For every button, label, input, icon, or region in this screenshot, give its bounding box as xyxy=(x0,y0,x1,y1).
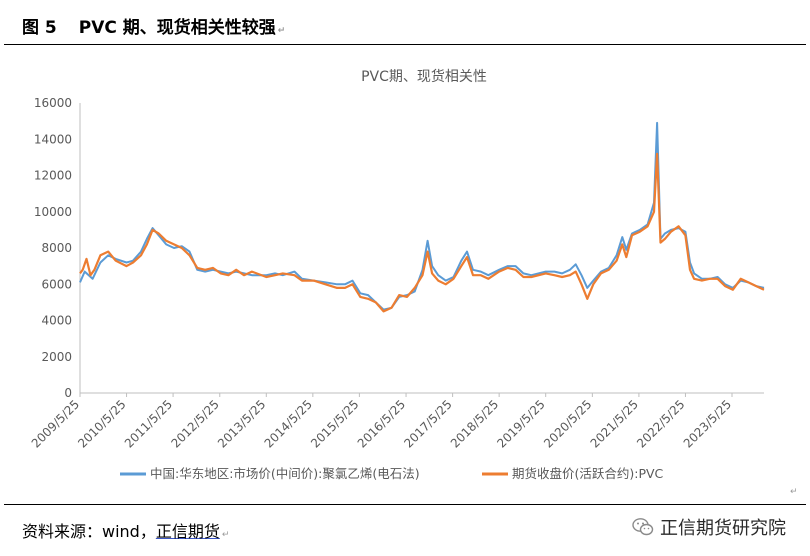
series-spot-line xyxy=(79,121,765,311)
x-tick-label: 2009/5/25 xyxy=(29,397,82,450)
x-tick-label: 2016/5/25 xyxy=(355,397,408,450)
figure-title: 图 5 PVC 期、现货相关性较强 ↵ xyxy=(22,13,285,38)
x-tick-label: 2011/5/25 xyxy=(122,397,175,450)
x-tick-label: 2010/5/25 xyxy=(75,397,128,450)
wechat-icon xyxy=(632,518,654,536)
y-tick-label: 0 xyxy=(64,386,72,400)
chart-title: PVC期、现货相关性 xyxy=(361,68,487,85)
x-tick-label: 2020/5/25 xyxy=(541,397,594,450)
footer: 资料来源：wind，正信期货 ↵ 正信期货研究院 xyxy=(0,504,810,556)
y-tick-label: 12000 xyxy=(34,169,72,183)
paragraph-mark-icon: ↵ xyxy=(277,26,286,36)
legend-label: 中国:华东地区:市场价(中间价):聚氯乙烯(电石法) xyxy=(150,466,420,481)
figure-caption: PVC 期、现货相关性较强 xyxy=(78,18,276,38)
source-org-link[interactable]: 正信期货 xyxy=(155,522,220,541)
y-tick-label: 14000 xyxy=(34,132,72,146)
legend-label: 期货收盘价(活跃合约):PVC xyxy=(512,466,664,481)
x-tick-label: 2021/5/25 xyxy=(588,397,641,450)
x-tick-label: 2018/5/25 xyxy=(448,397,501,450)
series-futures-line xyxy=(79,152,765,313)
x-tick-label: 2017/5/25 xyxy=(401,397,454,450)
x-tick-label: 2013/5/25 xyxy=(215,397,268,450)
x-tick-label: 2019/5/25 xyxy=(494,397,547,450)
y-tick-label: 16000 xyxy=(34,96,72,110)
x-tick-label: 2012/5/25 xyxy=(168,397,221,450)
brand-name: 正信期货研究院 xyxy=(660,518,786,539)
figure-header: 图 5 PVC 期、现货相关性较强 ↵ xyxy=(0,0,810,44)
paragraph-mark-icon: ↵ xyxy=(221,530,230,540)
x-axis: 2009/5/252010/5/252011/5/252012/5/252013… xyxy=(29,392,764,451)
figure-number: 图 5 xyxy=(22,18,57,38)
brand-watermark: 正信期货研究院 xyxy=(632,514,786,540)
y-tick-label: 10000 xyxy=(34,205,72,219)
x-tick-label: 2023/5/25 xyxy=(681,397,734,450)
source-prefix: 资料来源：wind， xyxy=(22,522,156,541)
footer-rule xyxy=(4,504,806,505)
chart-frame: PVC期、现货相关性 0 2000 4000 6000 8000 10000 12000 14… xyxy=(12,46,798,500)
series-layer xyxy=(79,121,765,313)
chart-svg: PVC期、现货相关性 0 2000 4000 6000 8000 10000 12000 14… xyxy=(29,68,798,497)
y-tick-label: 2000 xyxy=(41,350,72,364)
legend: 中国:华东地区:市场价(中间价):聚氯乙烯(电石法) 期货收盘价(活跃合约):PV… xyxy=(120,466,798,497)
chart-title-group: PVC期、现货相关性 xyxy=(361,68,487,85)
y-axis: 0 2000 4000 6000 8000 10000 12000 14000 16000 xyxy=(34,96,81,400)
y-tick-label: 6000 xyxy=(41,277,72,291)
header-rule xyxy=(4,44,806,45)
source-note: 资料来源：wind，正信期货 ↵ xyxy=(22,518,229,542)
x-tick-label: 2014/5/25 xyxy=(262,397,315,450)
y-tick-label: 8000 xyxy=(41,241,72,255)
x-tick-label: 2022/5/25 xyxy=(634,397,687,450)
x-tick-label: 2015/5/25 xyxy=(308,397,361,450)
y-tick-label: 4000 xyxy=(41,314,72,328)
paragraph-mark-icon: ↵ xyxy=(790,487,798,497)
